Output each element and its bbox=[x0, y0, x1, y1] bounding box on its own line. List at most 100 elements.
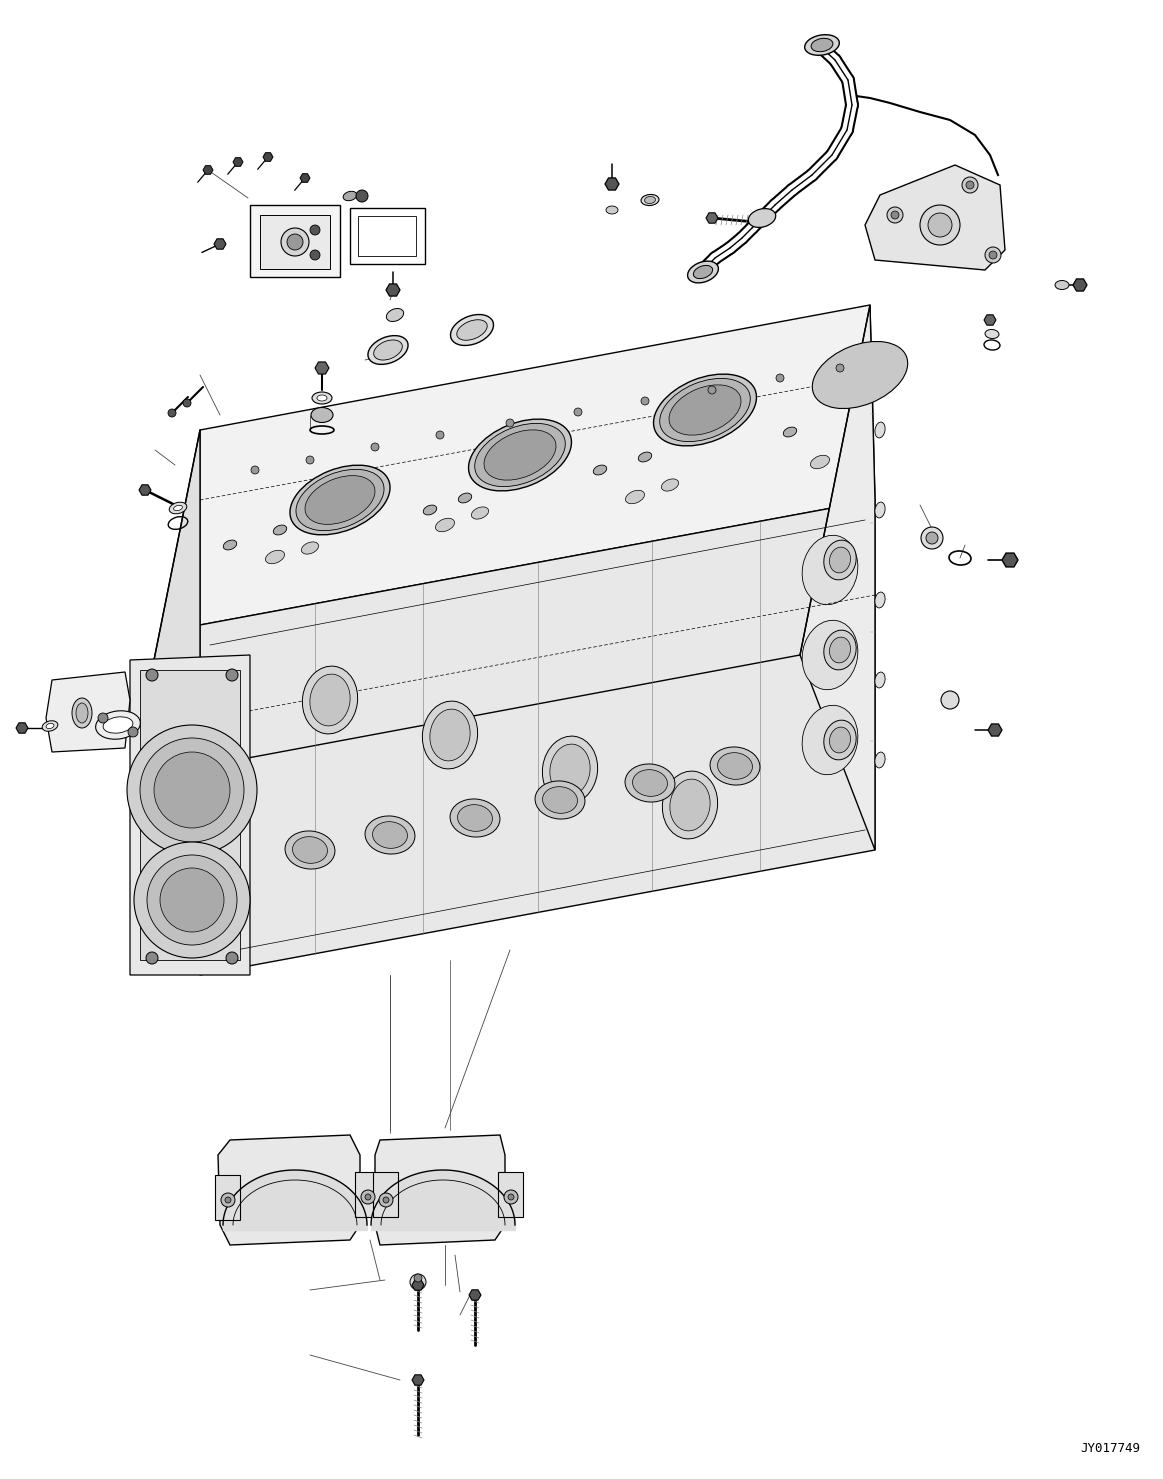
Polygon shape bbox=[469, 1290, 481, 1300]
Ellipse shape bbox=[550, 744, 590, 796]
Ellipse shape bbox=[669, 385, 741, 435]
Polygon shape bbox=[140, 670, 240, 960]
Ellipse shape bbox=[805, 34, 840, 55]
Circle shape bbox=[928, 213, 952, 237]
Circle shape bbox=[989, 251, 997, 259]
Ellipse shape bbox=[343, 191, 357, 201]
Ellipse shape bbox=[365, 816, 415, 853]
Polygon shape bbox=[16, 723, 28, 734]
Circle shape bbox=[311, 225, 320, 235]
Ellipse shape bbox=[293, 837, 328, 864]
Ellipse shape bbox=[265, 550, 285, 563]
Ellipse shape bbox=[372, 822, 407, 849]
Text: JY017749: JY017749 bbox=[1080, 1442, 1140, 1455]
Circle shape bbox=[926, 532, 939, 544]
Bar bbox=[355, 1171, 380, 1217]
Circle shape bbox=[365, 1194, 371, 1199]
Ellipse shape bbox=[812, 342, 907, 408]
Polygon shape bbox=[412, 1279, 424, 1290]
Polygon shape bbox=[233, 158, 243, 166]
Bar bbox=[215, 1174, 240, 1220]
Polygon shape bbox=[984, 315, 996, 325]
Polygon shape bbox=[605, 177, 619, 191]
Circle shape bbox=[128, 728, 138, 737]
Circle shape bbox=[575, 408, 582, 416]
Ellipse shape bbox=[687, 262, 719, 282]
Ellipse shape bbox=[290, 466, 390, 535]
Polygon shape bbox=[204, 166, 213, 175]
Ellipse shape bbox=[457, 805, 492, 831]
Circle shape bbox=[226, 669, 238, 680]
Ellipse shape bbox=[469, 419, 571, 491]
Circle shape bbox=[147, 669, 158, 680]
Ellipse shape bbox=[422, 701, 478, 769]
Ellipse shape bbox=[317, 395, 327, 401]
Circle shape bbox=[221, 1194, 235, 1207]
Polygon shape bbox=[214, 238, 226, 248]
Polygon shape bbox=[1073, 280, 1087, 291]
Polygon shape bbox=[800, 305, 875, 850]
Ellipse shape bbox=[829, 547, 850, 572]
Circle shape bbox=[311, 250, 320, 260]
Ellipse shape bbox=[659, 379, 750, 442]
Ellipse shape bbox=[784, 427, 797, 436]
Ellipse shape bbox=[273, 525, 287, 535]
Ellipse shape bbox=[811, 456, 829, 469]
Polygon shape bbox=[706, 213, 718, 223]
Ellipse shape bbox=[386, 309, 404, 321]
Ellipse shape bbox=[811, 38, 833, 52]
Circle shape bbox=[411, 1273, 426, 1290]
Circle shape bbox=[356, 189, 368, 203]
Ellipse shape bbox=[823, 720, 856, 760]
Ellipse shape bbox=[718, 753, 752, 779]
Ellipse shape bbox=[823, 540, 856, 580]
Ellipse shape bbox=[875, 592, 885, 608]
Polygon shape bbox=[300, 173, 311, 182]
Bar bbox=[261, 214, 330, 269]
Ellipse shape bbox=[311, 408, 333, 423]
Polygon shape bbox=[217, 1134, 361, 1245]
Circle shape bbox=[154, 751, 230, 828]
Ellipse shape bbox=[430, 708, 470, 760]
Ellipse shape bbox=[169, 503, 187, 513]
Ellipse shape bbox=[423, 504, 436, 515]
Circle shape bbox=[371, 444, 379, 451]
Ellipse shape bbox=[535, 781, 585, 819]
Circle shape bbox=[891, 211, 899, 219]
Ellipse shape bbox=[662, 479, 678, 491]
Ellipse shape bbox=[450, 315, 493, 346]
Ellipse shape bbox=[748, 209, 776, 228]
Ellipse shape bbox=[985, 330, 999, 339]
Circle shape bbox=[436, 430, 444, 439]
Ellipse shape bbox=[285, 831, 335, 870]
Circle shape bbox=[224, 1197, 231, 1202]
Polygon shape bbox=[130, 430, 200, 975]
Polygon shape bbox=[989, 723, 1003, 737]
Ellipse shape bbox=[457, 319, 487, 340]
Ellipse shape bbox=[693, 265, 713, 278]
Circle shape bbox=[183, 399, 191, 407]
Ellipse shape bbox=[626, 491, 644, 504]
Circle shape bbox=[383, 1197, 388, 1202]
Ellipse shape bbox=[373, 340, 402, 359]
Polygon shape bbox=[263, 152, 273, 161]
Ellipse shape bbox=[368, 336, 408, 364]
Circle shape bbox=[251, 466, 259, 473]
Circle shape bbox=[985, 247, 1001, 263]
Ellipse shape bbox=[312, 392, 331, 404]
Ellipse shape bbox=[663, 771, 718, 839]
Ellipse shape bbox=[670, 779, 711, 831]
Ellipse shape bbox=[829, 728, 850, 753]
Ellipse shape bbox=[711, 747, 759, 785]
Circle shape bbox=[506, 419, 514, 427]
Circle shape bbox=[414, 1273, 422, 1282]
Circle shape bbox=[920, 206, 959, 246]
Ellipse shape bbox=[471, 507, 488, 519]
Ellipse shape bbox=[301, 541, 319, 555]
Ellipse shape bbox=[305, 476, 374, 525]
Circle shape bbox=[361, 1191, 374, 1204]
Ellipse shape bbox=[802, 620, 858, 689]
Circle shape bbox=[921, 527, 943, 549]
Polygon shape bbox=[865, 166, 1005, 271]
Circle shape bbox=[379, 1194, 393, 1207]
